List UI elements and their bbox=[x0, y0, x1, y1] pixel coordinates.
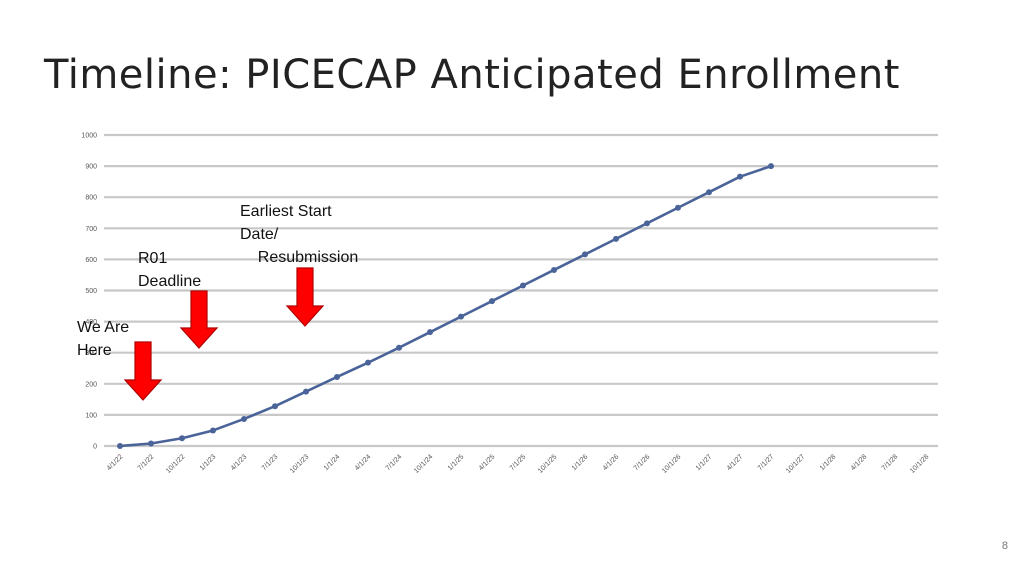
series-line bbox=[119, 164, 772, 448]
data-point bbox=[179, 435, 185, 442]
x-tick-label: 4/1/28 bbox=[850, 453, 869, 472]
data-point bbox=[148, 440, 154, 447]
y-axis-ticks: 0 100 200 300 400 500 600 700 800 900 1000 bbox=[81, 133, 97, 451]
x-tick-label: 7/1/23 bbox=[261, 453, 280, 472]
y-tick-label: 100 bbox=[85, 412, 97, 419]
data-point bbox=[644, 220, 650, 227]
x-tick-label: 10/1/23 bbox=[289, 453, 311, 475]
data-point bbox=[427, 329, 433, 336]
x-tick-label: 4/1/23 bbox=[230, 453, 249, 472]
earliest-start-label: Earliest Start Date/ Resubmission bbox=[240, 203, 359, 266]
data-point bbox=[613, 235, 619, 242]
x-tick-label: 7/1/26 bbox=[633, 453, 652, 472]
x-tick-label: 7/1/25 bbox=[509, 453, 528, 472]
r01-deadline-arrow bbox=[179, 290, 219, 349]
y-tick-label: 200 bbox=[85, 381, 97, 388]
slide-title: Timeline: PICECAP Anticipated Enrollment bbox=[44, 52, 900, 98]
y-tick-label: 300 bbox=[85, 350, 97, 357]
r01-deadline-label: R01 Deadline bbox=[138, 250, 202, 290]
data-point bbox=[117, 443, 123, 449]
y-tick-label: 400 bbox=[85, 319, 97, 326]
y-tick-label: 800 bbox=[85, 195, 97, 202]
x-tick-label: 4/1/27 bbox=[726, 453, 745, 472]
series-enrollment bbox=[117, 163, 774, 449]
y-tick-label: 1000 bbox=[81, 133, 97, 140]
x-tick-label: 7/1/27 bbox=[757, 453, 776, 472]
gridlines bbox=[104, 133, 938, 448]
x-tick-label: 1/1/27 bbox=[695, 453, 714, 472]
x-tick-label: 7/1/28 bbox=[881, 453, 900, 472]
y-tick-label: 700 bbox=[85, 226, 97, 233]
data-point bbox=[520, 282, 526, 289]
x-tick-label: 1/1/23 bbox=[199, 453, 218, 472]
x-tick-label: 10/1/24 bbox=[413, 453, 435, 475]
x-tick-label: 10/1/25 bbox=[537, 453, 559, 475]
x-tick-label: 1/1/24 bbox=[323, 453, 342, 472]
x-tick-label: 7/1/22 bbox=[137, 453, 156, 472]
data-point bbox=[737, 173, 743, 180]
y-tick-label: 500 bbox=[85, 288, 97, 295]
data-point bbox=[458, 313, 464, 320]
data-point bbox=[241, 415, 247, 422]
data-point bbox=[582, 251, 588, 258]
data-point bbox=[768, 163, 774, 170]
earliest-start-arrow bbox=[285, 267, 325, 327]
x-tick-label: 10/1/26 bbox=[661, 453, 683, 475]
x-tick-label: 10/1/22 bbox=[165, 453, 187, 475]
x-tick-label: 10/1/27 bbox=[785, 453, 807, 475]
data-point bbox=[365, 359, 371, 366]
x-tick-label: 7/1/24 bbox=[385, 453, 404, 472]
x-tick-label: 1/1/26 bbox=[571, 453, 590, 472]
x-tick-label: 4/1/25 bbox=[478, 453, 497, 472]
data-point bbox=[706, 189, 712, 196]
data-point bbox=[334, 373, 340, 380]
we-are-here-label: We Are Here bbox=[77, 319, 130, 359]
page-number: 8 bbox=[1001, 540, 1008, 552]
annotation-arrows bbox=[123, 267, 325, 401]
y-tick-label: 600 bbox=[85, 257, 97, 264]
data-point bbox=[210, 427, 216, 434]
y-tick-label: 900 bbox=[85, 164, 97, 171]
x-tick-label: 4/1/26 bbox=[602, 453, 621, 472]
data-point bbox=[551, 266, 557, 273]
data-point bbox=[489, 298, 495, 305]
data-point bbox=[396, 344, 402, 351]
x-tick-label: 4/1/22 bbox=[106, 453, 125, 472]
x-axis-ticks: 4/1/22 7/1/22 10/1/22 1/1/23 4/1/23 7/1/23 10/… bbox=[106, 453, 931, 475]
x-tick-label: 1/1/28 bbox=[819, 453, 838, 472]
x-tick-label: 4/1/24 bbox=[354, 453, 373, 472]
we-are-here-arrow bbox=[123, 341, 163, 401]
data-point bbox=[675, 204, 681, 211]
data-point bbox=[303, 388, 309, 395]
data-point bbox=[272, 403, 278, 410]
x-tick-label: 10/1/28 bbox=[909, 453, 931, 475]
x-tick-label: 1/1/25 bbox=[447, 453, 466, 472]
y-tick-label: 0 bbox=[93, 444, 97, 451]
